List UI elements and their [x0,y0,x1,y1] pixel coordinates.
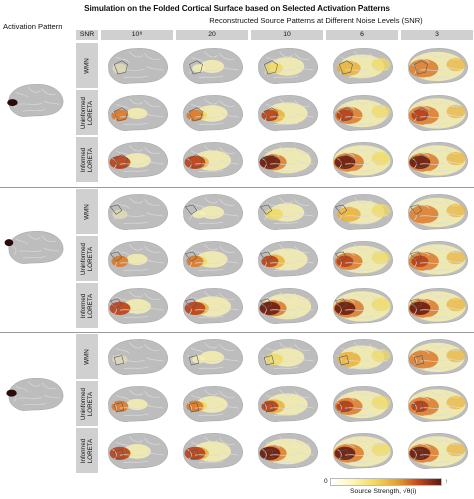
reconstructed-brain [408,339,468,375]
snr-col-header: 10 [251,30,323,40]
activation-pattern-label: Activation Pattern [3,22,63,31]
reconstructed-brain [258,95,318,131]
reconstructed-brain [333,142,393,178]
reconstructed-brain [108,339,168,375]
reconstructed-brain [183,288,243,324]
method-row-label: Uninformed LORETA [76,381,98,426]
method-row-label: WMN [76,334,98,379]
reconstructed-brain [333,48,393,84]
reconstructed-brain [183,194,243,230]
reconstructed-brain [108,386,168,422]
snr-col-header: 6 [326,30,398,40]
reconstructed-brain [183,386,243,422]
reconstructed-brain [183,142,243,178]
reconstructed-brain [333,339,393,375]
reconstructed-brain [183,48,243,84]
reconstructed-brain [333,194,393,230]
reconstructed-brain [108,194,168,230]
method-row-label: Informed LORETA [76,137,98,182]
reconstructed-brain [183,433,243,469]
method-row-label: WMN [76,43,98,88]
reconstructed-brain [108,48,168,84]
colorbar-max: ↑ [445,478,449,485]
reconstructed-brain [333,288,393,324]
reconstructed-brain [333,95,393,131]
reconstructed-brain [333,433,393,469]
group-separator [0,187,474,188]
snr-header: SNR [76,30,98,40]
reconstructed-brain [258,241,318,277]
reconstructed-brain [108,241,168,277]
reconstructed-brain [408,241,468,277]
snr-col-header: 3 [401,30,473,40]
reconstructed-brain [258,194,318,230]
method-row-label: WMN [76,189,98,234]
reconstructed-brain [258,288,318,324]
reconstructed-brain [108,288,168,324]
activation-pattern-brain [7,84,64,117]
reconstructed-brain [408,288,468,324]
reconstructed-brain [183,241,243,277]
reconstructed-brain [408,386,468,422]
method-row-label: Informed LORETA [76,283,98,328]
reconstructed-brain [408,194,468,230]
reconstructed-brain [108,142,168,178]
activation-pattern-brain [6,378,64,411]
reconstructed-brain [408,142,468,178]
reconstructed-title: Reconstructed Source Patterns at Differe… [209,16,423,25]
reconstructed-brain [408,48,468,84]
figure-title: Simulation on the Folded Cortical Surfac… [84,4,390,13]
method-row-label: Uninformed LORETA [76,236,98,281]
activation-pattern-brain [4,231,64,264]
method-row-label: Informed LORETA [76,428,98,473]
reconstructed-brain [333,241,393,277]
reconstructed-brain [258,142,318,178]
snr-col-header: 10⁸ [101,30,173,40]
reconstructed-brain [258,339,318,375]
reconstructed-brain [333,386,393,422]
colorbar [330,478,442,486]
reconstructed-brain [258,48,318,84]
reconstructed-brain [258,386,318,422]
colorbar-min: 0 [324,478,328,485]
reconstructed-brain [183,339,243,375]
colorbar-label: Source Strength, √θ(i) [350,488,417,495]
group-separator [0,332,474,333]
reconstructed-brain [408,433,468,469]
reconstructed-brain [408,95,468,131]
reconstructed-brain [258,433,318,469]
reconstructed-brain [108,95,168,131]
method-row-label: Uninformed LORETA [76,90,98,135]
reconstructed-brain [108,433,168,469]
reconstructed-brain [183,95,243,131]
snr-col-header: 20 [176,30,248,40]
